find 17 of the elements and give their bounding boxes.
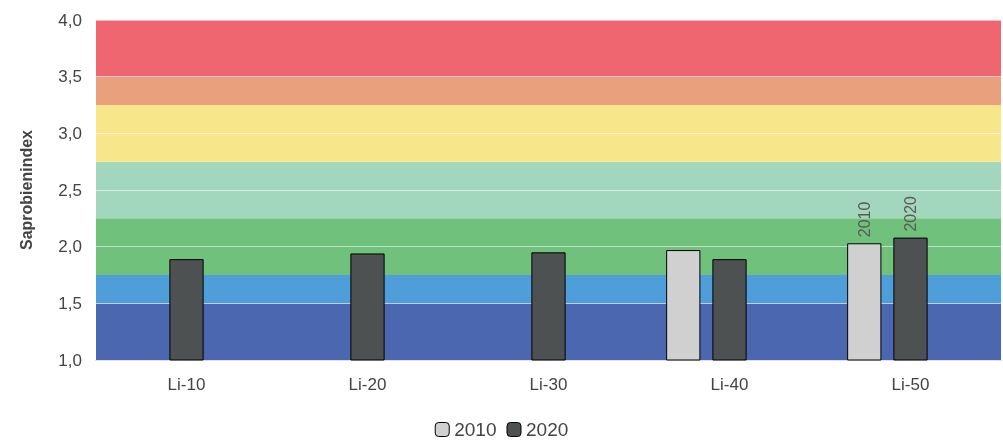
- y-tick-label: 3,5: [58, 67, 82, 87]
- y-tick-label: 2,0: [58, 237, 82, 257]
- y-tick-label: 4,0: [58, 10, 82, 30]
- legend-label: 2010: [454, 419, 497, 440]
- y-tick-label: 1,0: [58, 350, 82, 370]
- annotation: 2010: [855, 201, 873, 238]
- y-tick-label: 2,5: [58, 180, 82, 200]
- x-tick-label: Li-10: [167, 375, 206, 394]
- annotation: 2020: [902, 195, 919, 232]
- y-tick-label: 3,0: [58, 123, 82, 143]
- y-axis-title: Saprobienindex: [17, 129, 35, 251]
- x-tick-label: Li-20: [348, 375, 387, 394]
- legend-label: 2020: [526, 419, 569, 440]
- x-tick-label: Li-30: [529, 375, 568, 394]
- y-tick-label: 1,5: [58, 293, 82, 313]
- x-tick-label: Li-50: [891, 375, 930, 394]
- x-tick-label: Li-40: [710, 375, 749, 394]
